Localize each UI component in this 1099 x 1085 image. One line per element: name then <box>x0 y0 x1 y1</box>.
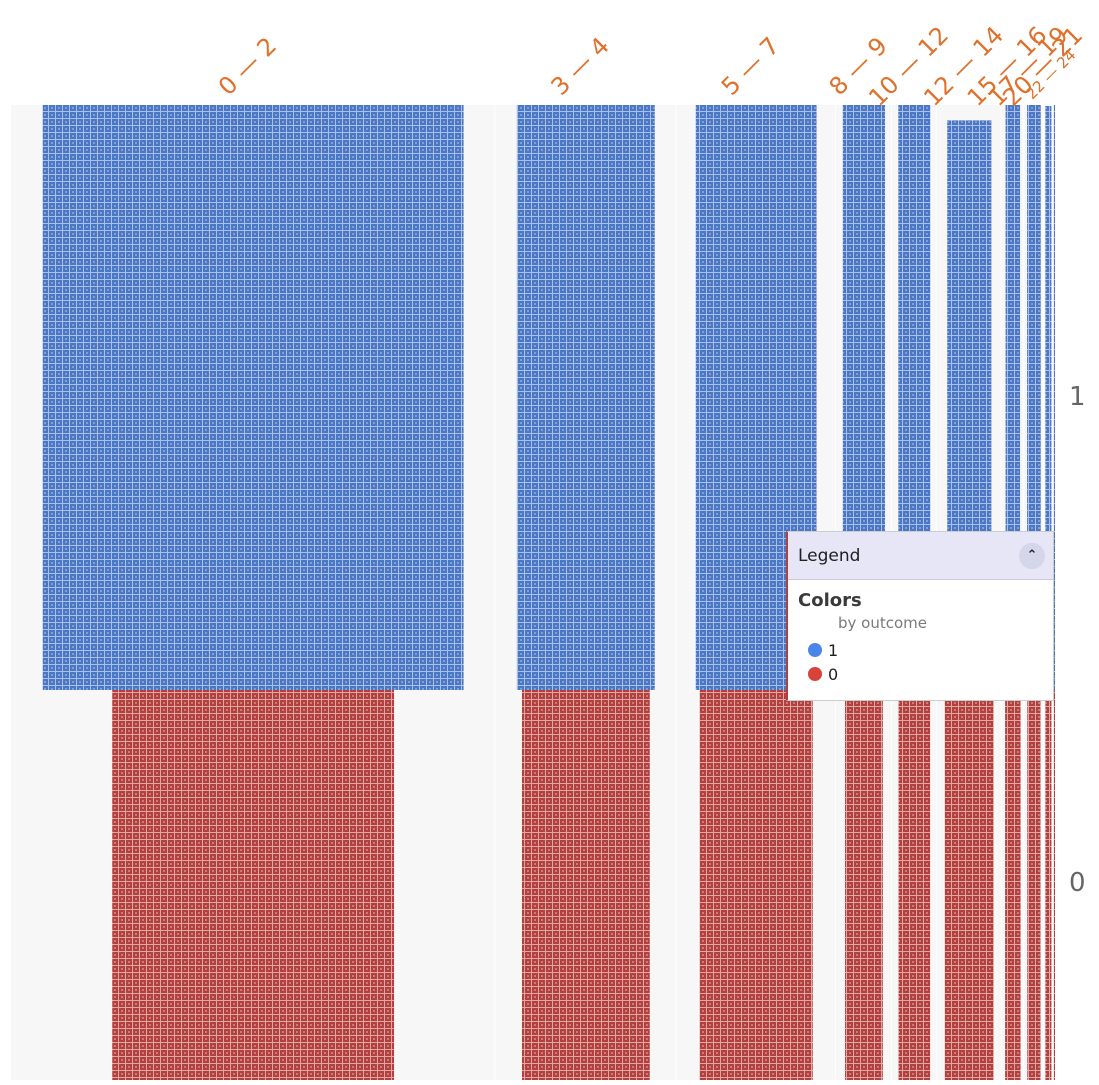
unit-block-1-0[interactable] <box>42 105 464 690</box>
legend-item-1[interactable]: 1 <box>798 638 1043 662</box>
unit-block-0-9[interactable] <box>1053 690 1055 1080</box>
unit-block-0-7[interactable] <box>1027 690 1041 1080</box>
unit-block-0-5[interactable] <box>944 690 994 1080</box>
unit-block-0-2[interactable] <box>699 690 813 1080</box>
legend-title: Legend <box>798 545 861 566</box>
legend-section-title: Colors <box>798 590 862 611</box>
legend-body: Colors by outcome 1 0 <box>788 580 1053 686</box>
legend-item-0[interactable]: 0 <box>798 662 1043 686</box>
legend-swatch-0 <box>808 667 822 681</box>
category-label: 0 — 2 <box>213 32 282 101</box>
category-label: 3 — 4 <box>546 32 615 101</box>
legend-section-subtitle: by outcome <box>838 614 927 632</box>
row-label: 1 <box>1069 382 1086 412</box>
legend-swatch-1 <box>808 643 822 657</box>
unit-block-0-0[interactable] <box>112 690 395 1080</box>
unit-block-0-8[interactable] <box>1045 690 1052 1080</box>
unit-block-0-4[interactable] <box>898 690 931 1080</box>
unit-block-1-8[interactable] <box>1045 106 1052 689</box>
unit-block-1-9[interactable] <box>1053 105 1055 690</box>
legend-label-0: 0 <box>828 664 839 684</box>
unit-block-1-1[interactable] <box>516 105 655 690</box>
unit-block-0-1[interactable] <box>521 690 650 1080</box>
unit-block-0-3[interactable] <box>845 690 883 1080</box>
legend-header[interactable]: Legend ⌃ <box>788 532 1053 580</box>
legend-panel: Legend ⌃ Colors by outcome 1 0 <box>786 531 1054 701</box>
legend-label-1: 1 <box>828 640 839 660</box>
collapse-chevron-up-icon[interactable]: ⌃ <box>1019 542 1045 569</box>
unit-block-0-6[interactable] <box>1005 690 1021 1080</box>
category-label: 5 — 7 <box>716 32 785 101</box>
row-label: 0 <box>1069 868 1086 898</box>
